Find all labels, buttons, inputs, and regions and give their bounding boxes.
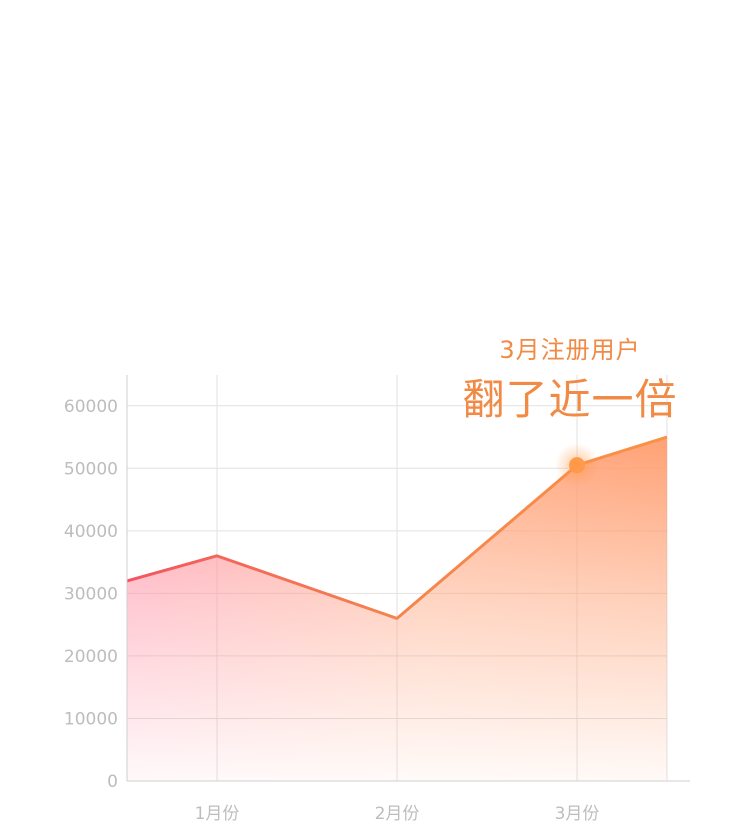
y-tick-label: 40000: [64, 522, 118, 542]
y-tick-label: 60000: [64, 397, 118, 417]
annotation-title: 翻了近一倍: [462, 375, 678, 424]
series-line: [126, 435, 668, 620]
x-tick-label: 1月份: [195, 804, 240, 824]
y-tick-labels: 0 10000 20000 30000 40000 50000 60000: [64, 397, 118, 792]
x-tick-labels: 1月份 2月份 3月份: [195, 804, 600, 824]
highlight-point: [569, 457, 585, 474]
x-tick-label: 3月份: [555, 804, 600, 824]
y-tick-label: 10000: [64, 709, 118, 729]
highlight-marker-layer: [555, 443, 599, 488]
area-fill: [127, 437, 667, 781]
annotation-subtitle: 3月注册用户: [499, 336, 641, 364]
y-tick-label: 30000: [64, 584, 118, 604]
area-fill-layer: [127, 437, 667, 781]
axes: [126, 375, 690, 782]
y-tick-label: 20000: [64, 647, 118, 667]
y-tick-label: 0: [107, 772, 118, 792]
series-line-layer: [126, 435, 668, 620]
y-tick-label: 50000: [64, 459, 118, 479]
x-tick-label: 2月份: [375, 804, 420, 824]
